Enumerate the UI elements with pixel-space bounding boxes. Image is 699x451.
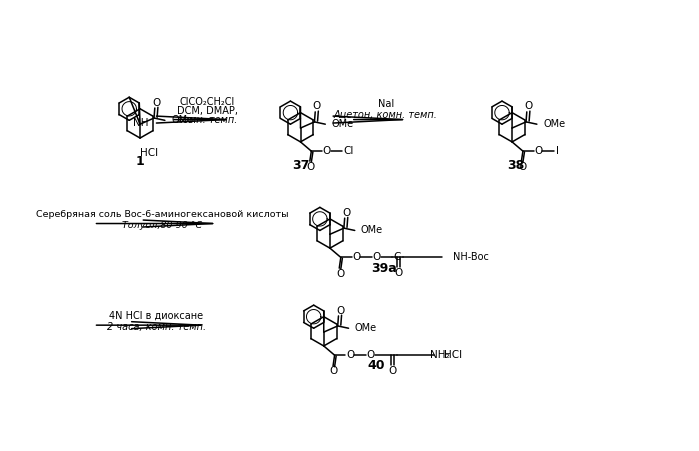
Text: Cl: Cl [343,146,354,156]
Text: 39a: 39a [371,262,397,275]
Text: 38: 38 [507,159,524,172]
Text: Ацетон, комн. темп.: Ацетон, комн. темп. [334,109,438,119]
Text: HCl: HCl [140,147,159,158]
Text: O: O [346,350,354,360]
Text: O: O [366,350,375,360]
Text: O: O [389,366,397,376]
Text: 37: 37 [291,159,309,172]
Text: O: O [373,253,380,262]
Text: O: O [342,208,350,218]
Text: DCM, DMAP,: DCM, DMAP, [177,106,238,116]
Text: O: O [518,161,526,171]
Text: OMe: OMe [331,119,354,129]
Text: 2 часа, комн. темп.: 2 часа, комн. темп. [107,322,206,331]
Text: NaI: NaI [377,99,394,109]
Text: O: O [395,268,403,278]
Text: O: O [524,101,533,111]
Text: NH-Boc: NH-Boc [453,253,489,262]
Text: NH: NH [133,119,148,129]
Text: Толуол,80-90 °C: Толуол,80-90 °C [122,221,203,230]
Text: O: O [330,366,338,377]
Text: OMe: OMe [171,115,193,125]
Text: 40: 40 [368,359,385,373]
Text: O: O [336,305,344,316]
Text: C: C [393,253,401,262]
Text: 4N HCl в диоксане: 4N HCl в диоксане [109,311,203,321]
Text: I: I [556,146,559,156]
Text: ClCO₂CH₂Cl: ClCO₂CH₂Cl [180,97,235,107]
Text: O: O [336,268,344,279]
Text: O: O [152,97,161,108]
Text: OMe: OMe [355,323,377,333]
Text: O: O [306,161,315,171]
Text: OMe: OMe [361,226,383,235]
Text: Серебряная соль Boc-6-аминогексановой кислоты: Серебряная соль Boc-6-аминогексановой ки… [36,210,289,219]
Text: 1: 1 [136,156,145,168]
Text: O: O [323,146,331,156]
Text: NH₂: NH₂ [430,350,450,360]
Text: O: O [534,146,542,156]
Text: O: O [352,253,361,262]
Text: O: O [312,101,321,111]
Text: OMe: OMe [543,119,565,129]
Text: комн. темп.: комн. темп. [178,115,238,125]
Text: HCl: HCl [444,350,462,360]
